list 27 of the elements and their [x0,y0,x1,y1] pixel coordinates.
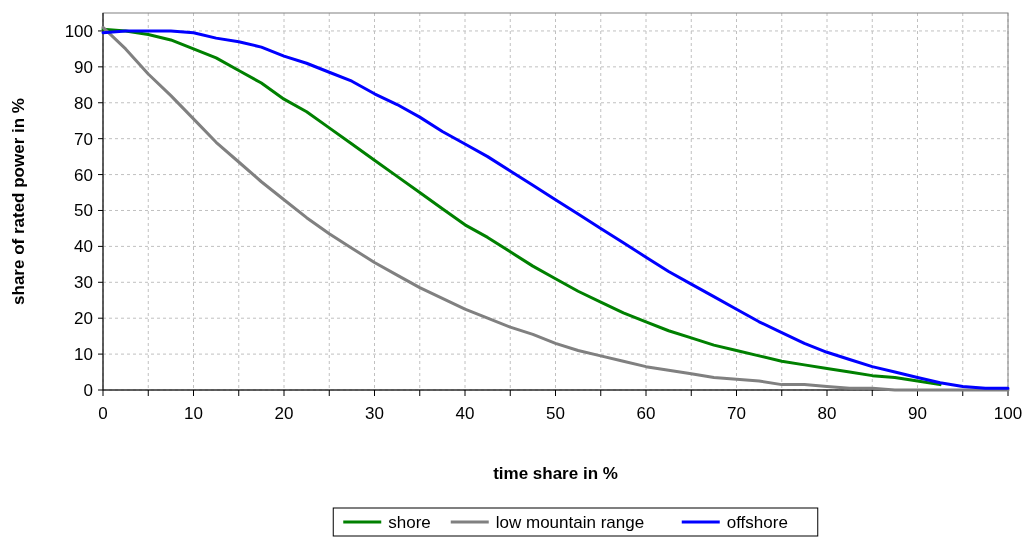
x-tick-label: 90 [908,404,927,423]
x-tick-label: 30 [365,404,384,423]
legend-label: low mountain range [495,512,645,532]
x-tick-label: 10 [184,404,203,423]
x-tick-label: 40 [455,404,475,423]
y-tick-label: 90 [74,57,93,77]
x-tick-label: 0 [98,404,108,423]
x-tick-label: 70 [727,404,746,423]
x-axis-title: time share in % [493,464,618,483]
y-tick-label: 30 [74,273,93,293]
x-tick-label: 20 [274,404,294,423]
x-tick-label: 100 [993,404,1023,423]
legend-label: offshore [726,512,788,532]
y-tick-label: 40 [74,237,93,257]
y-tick-label: 50 [74,201,93,221]
x-tick-label: 60 [636,404,656,423]
y-tick-label: 80 [74,93,93,113]
y-tick-label: 20 [74,309,93,329]
y-tick-label: 60 [74,165,93,185]
y-tick-label: 10 [74,345,93,365]
y-tick-label: 0 [83,380,93,400]
x-tick-label: 80 [817,404,837,423]
y-axis-title: share of rated power in % [9,98,28,305]
y-tick-label: 70 [74,129,93,149]
x-tick-label: 50 [546,404,565,423]
legend-label: shore [388,512,431,532]
y-tick-label: 100 [64,21,93,41]
